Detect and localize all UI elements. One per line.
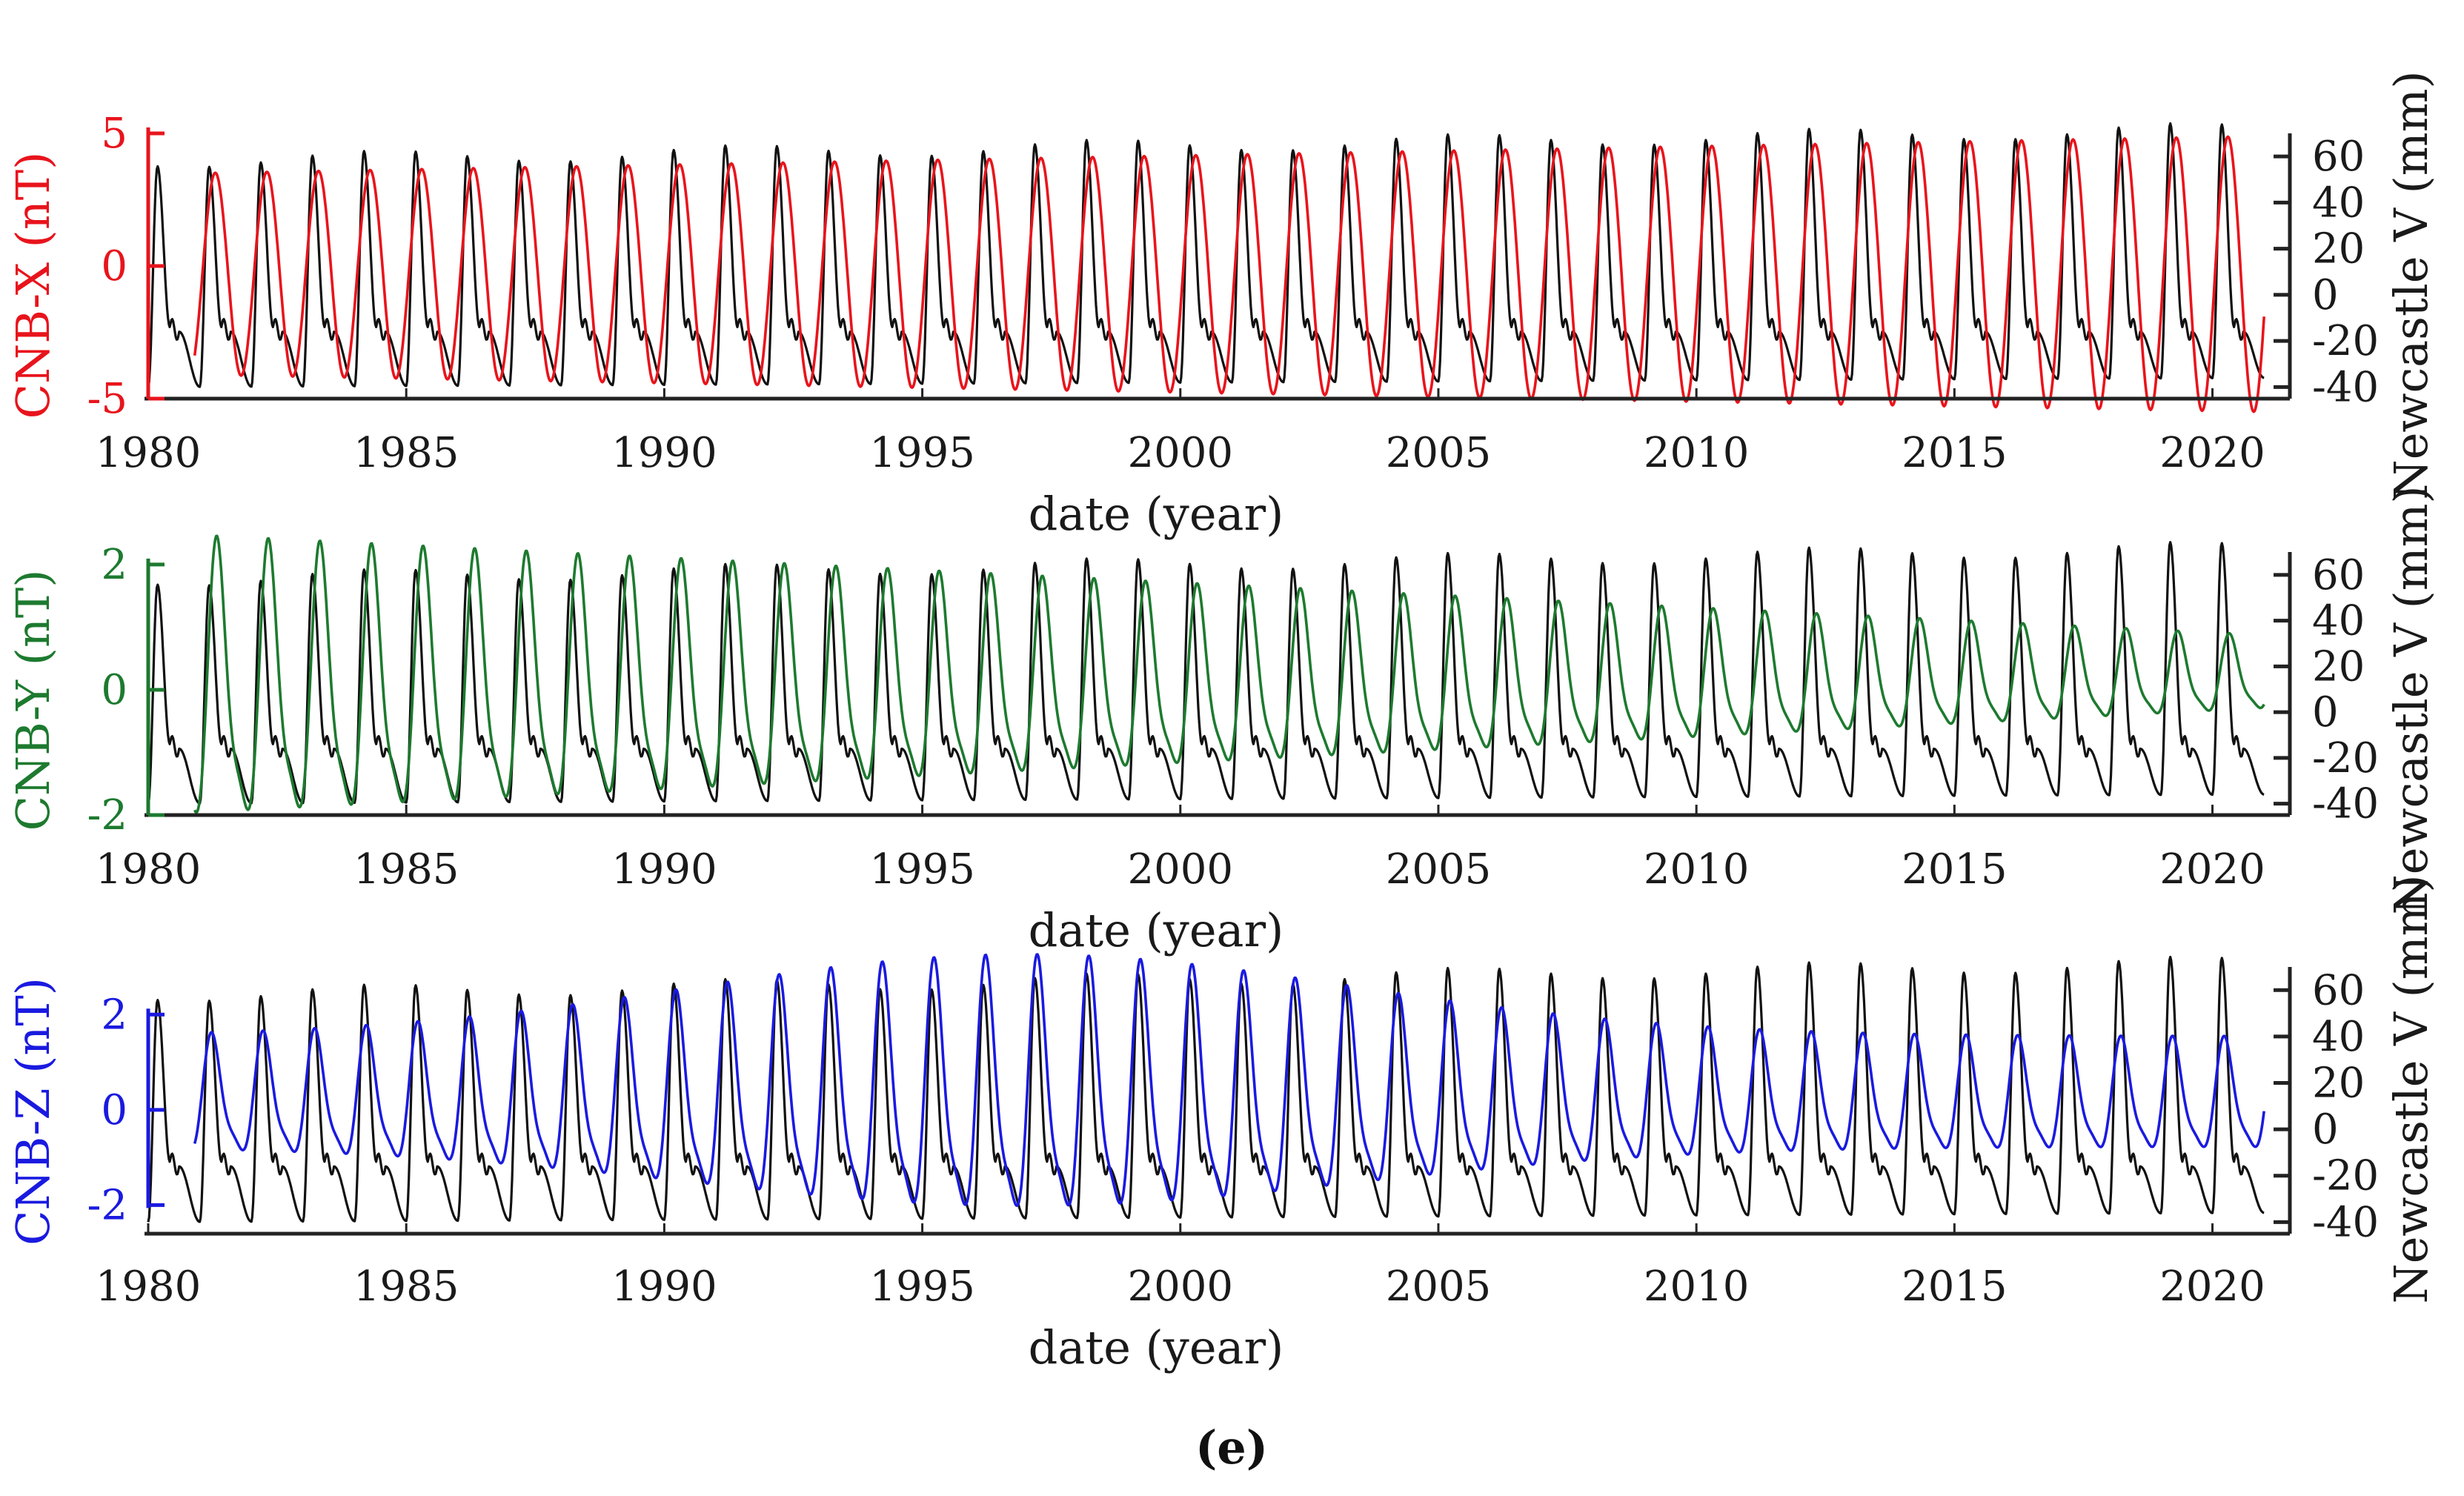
left-y-axis-title: CNB-X (nT) xyxy=(6,152,60,419)
x-tick-label: 1995 xyxy=(869,429,975,477)
right-y-tick-label: 60 xyxy=(2312,551,2365,599)
right-y-tick-label: -40 xyxy=(2312,780,2379,828)
x-tick-label: 2005 xyxy=(1386,845,1492,894)
x-tick-label: 1980 xyxy=(96,1263,202,1311)
series-line-cnb-z xyxy=(193,953,2265,1207)
x-axis-title: date (year) xyxy=(1029,487,1284,541)
right-y-tick-label: -40 xyxy=(2312,363,2379,411)
x-tick-label: 2015 xyxy=(1902,429,2008,477)
right-y-tick-label: -20 xyxy=(2312,734,2379,782)
right-y-tick-label: 0 xyxy=(2312,1106,2339,1154)
x-tick-label: 2010 xyxy=(1644,1263,1750,1311)
left-y-tick-label: 0 xyxy=(101,242,127,290)
x-tick-label: 2010 xyxy=(1644,429,1750,477)
right-y-tick-label: -20 xyxy=(2312,317,2379,365)
right-y-tick-label: 20 xyxy=(2312,1060,2365,1108)
x-tick-label: 1985 xyxy=(353,1263,459,1311)
figure-panel-label: (e) xyxy=(1195,1420,1268,1475)
x-tick-label: 2005 xyxy=(1386,429,1492,477)
series-line-newcastle-v xyxy=(147,955,2265,1223)
right-y-tick-label: 40 xyxy=(2312,1013,2365,1061)
x-tick-label: 1995 xyxy=(869,845,975,894)
x-tick-label: 1985 xyxy=(353,845,459,894)
right-y-tick-label: 40 xyxy=(2312,597,2365,645)
right-y-axis-title: Newcastle V (mm) xyxy=(2384,70,2438,499)
x-tick-label: 1990 xyxy=(611,429,717,477)
series-line-newcastle-v xyxy=(147,122,2265,388)
x-tick-label: 1980 xyxy=(96,429,202,477)
x-tick-label: 2005 xyxy=(1386,1263,1492,1311)
panel-cnb-x: 1980 1985 1990 1995 2000 2005 2010 2015 2020date… xyxy=(6,110,2379,541)
left-y-tick-label: -2 xyxy=(87,1181,127,1229)
x-tick-label: 2010 xyxy=(1644,845,1750,894)
x-axis-title: date (year) xyxy=(1029,903,1284,957)
x-tick-label: 2015 xyxy=(1902,845,2008,894)
left-y-tick-label: -2 xyxy=(87,791,127,840)
right-y-tick-label: 20 xyxy=(2312,225,2365,273)
panel-cnb-z: 1980 1985 1990 1995 2000 2005 2010 2015 2020date… xyxy=(6,953,2379,1374)
left-y-axis-title: CNB-Y (nT) xyxy=(6,570,60,831)
panel-cnb-y: 1980 1985 1990 1995 2000 2005 2010 2015 2020date… xyxy=(6,534,2379,957)
right-y-tick-label: -20 xyxy=(2312,1152,2379,1200)
right-y-tick-label: 60 xyxy=(2312,133,2365,181)
x-tick-label: 2015 xyxy=(1902,1263,2008,1311)
x-tick-label: 2000 xyxy=(1128,429,1234,477)
x-tick-label: 2000 xyxy=(1128,845,1234,894)
x-tick-label: 2000 xyxy=(1128,1263,1234,1311)
left-y-tick-label: -5 xyxy=(87,375,127,423)
left-y-axis-title: CNB-Z (nT) xyxy=(6,977,60,1246)
right-y-axis-title: Newcastle V (mm) xyxy=(2384,874,2438,1303)
series-line-cnb-x xyxy=(193,135,2265,413)
x-tick-label: 1990 xyxy=(611,845,717,894)
x-tick-label: 1980 xyxy=(96,845,202,894)
x-tick-label: 1995 xyxy=(869,1263,975,1311)
left-y-tick-label: 5 xyxy=(101,110,127,158)
left-y-tick-label: 2 xyxy=(101,991,127,1039)
right-y-tick-label: 60 xyxy=(2312,966,2365,1014)
right-y-tick-label: 0 xyxy=(2312,688,2339,737)
x-tick-label: 2020 xyxy=(2159,1263,2265,1311)
left-y-tick-label: 2 xyxy=(101,541,127,589)
right-y-tick-label: 20 xyxy=(2312,642,2365,691)
right-y-tick-label: 0 xyxy=(2312,271,2339,319)
x-tick-label: 1990 xyxy=(611,1263,717,1311)
x-tick-label: 1985 xyxy=(353,429,459,477)
right-y-axis-title: Newcastle V (mm) xyxy=(2384,485,2438,914)
x-tick-label: 2020 xyxy=(2159,429,2265,477)
right-y-tick-label: -40 xyxy=(2312,1198,2379,1246)
left-y-tick-label: 0 xyxy=(101,666,127,714)
x-axis-title: date (year) xyxy=(1029,1320,1284,1374)
series-line-cnb-y xyxy=(193,534,2265,814)
right-y-tick-label: 40 xyxy=(2312,179,2365,227)
left-y-tick-label: 0 xyxy=(101,1086,127,1134)
x-tick-label: 2020 xyxy=(2159,845,2265,894)
